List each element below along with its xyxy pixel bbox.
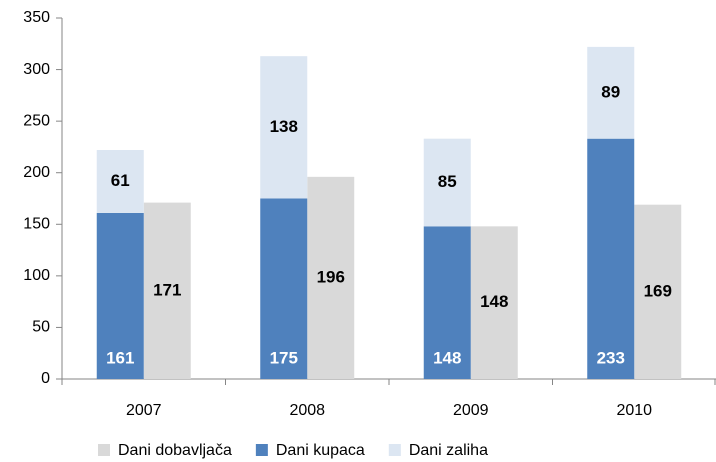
data-label: 148 <box>480 292 508 311</box>
bar <box>260 56 308 199</box>
data-label: 175 <box>270 348 298 367</box>
y-tick-label: 100 <box>23 267 50 284</box>
y-tick-label: 150 <box>23 216 50 233</box>
data-label: 233 <box>597 348 625 367</box>
y-tick-label: 350 <box>23 9 50 26</box>
x-tick-label: 2009 <box>453 402 489 419</box>
legend-label: Dani kupaca <box>276 442 365 459</box>
bar <box>143 202 191 379</box>
data-label: 161 <box>106 348 134 367</box>
x-tick-label: 2008 <box>289 402 325 419</box>
bar <box>96 150 144 213</box>
legend-swatch <box>255 444 268 456</box>
data-label: 89 <box>601 82 620 101</box>
data-label: 138 <box>270 117 298 136</box>
y-tick-label: 300 <box>23 61 50 78</box>
data-label: 61 <box>111 171 130 190</box>
bar <box>470 226 518 379</box>
bar <box>587 46 635 139</box>
legend-swatch <box>98 444 110 456</box>
legend-label: Dani zaliha <box>409 442 488 459</box>
bar <box>307 176 355 379</box>
data-label: 169 <box>644 281 672 300</box>
legend-label: Dani dobavljača <box>118 442 232 459</box>
data-label: 196 <box>317 267 345 286</box>
bar <box>96 212 144 379</box>
x-tick-label: 2007 <box>126 402 162 419</box>
data-label: 171 <box>153 280 181 299</box>
y-tick-label: 250 <box>23 112 50 129</box>
bar <box>423 226 471 379</box>
bar <box>260 198 308 379</box>
data-label: 85 <box>438 172 457 191</box>
legend-swatch <box>388 444 401 456</box>
y-tick-label: 50 <box>32 319 50 336</box>
y-tick-label: 200 <box>23 164 50 181</box>
x-tick-label: 2010 <box>616 402 652 419</box>
data-label: 148 <box>433 348 461 367</box>
bar <box>634 204 682 379</box>
y-tick-label: 0 <box>41 370 50 387</box>
bar <box>587 138 635 379</box>
bar <box>423 138 471 227</box>
